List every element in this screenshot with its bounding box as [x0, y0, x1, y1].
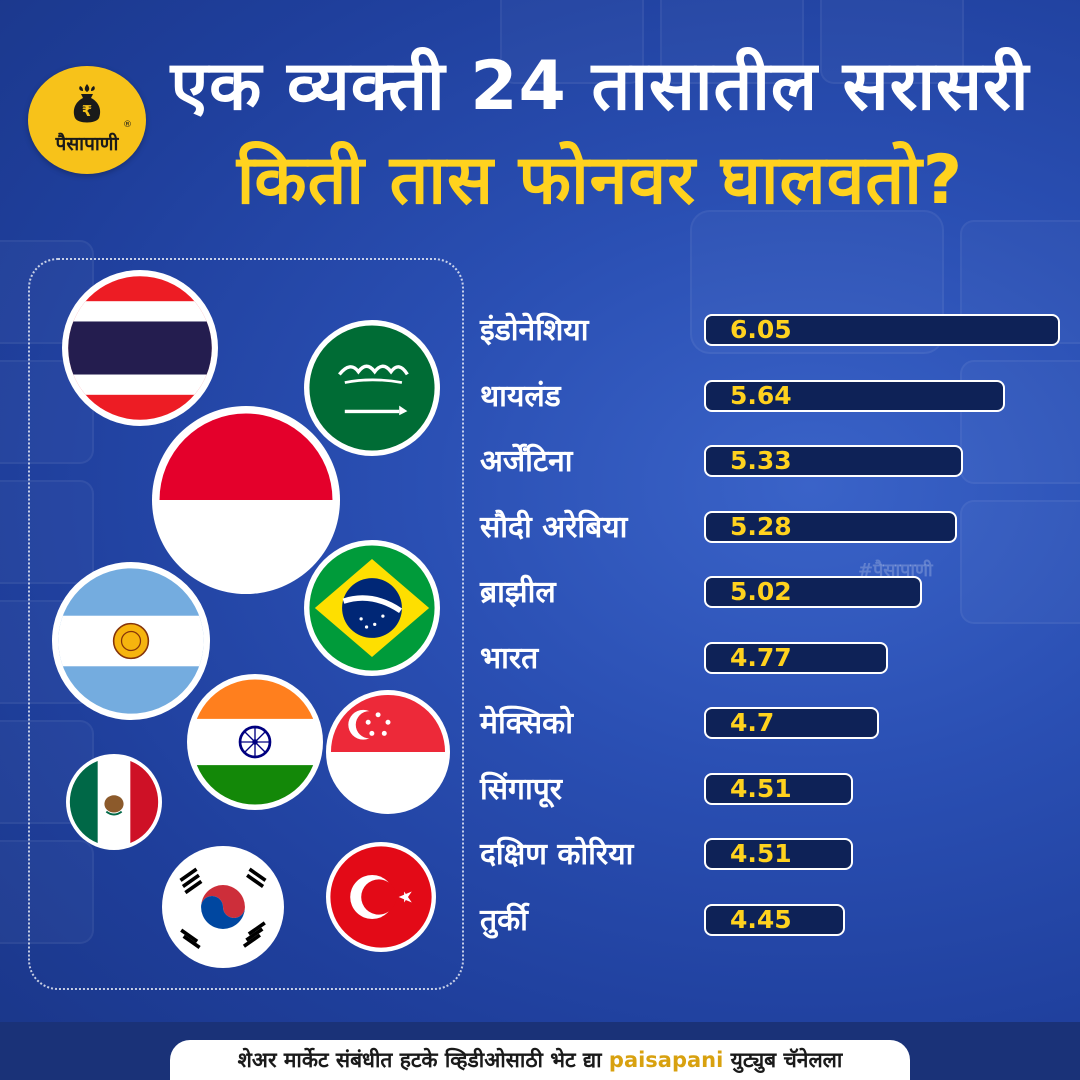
logo-text: पैसापाणी: [55, 133, 119, 155]
country-label: तुर्की: [480, 902, 528, 938]
indonesia-flag-icon: [152, 406, 340, 594]
value-label: 5.28: [730, 511, 792, 541]
money-pot-icon: ₹: [73, 84, 101, 123]
value-label: 4.45: [730, 904, 792, 934]
argentina-flag-icon: [52, 562, 210, 720]
title-line-1: एक व्यक्ती 24 तासातील सरासरी: [170, 47, 1030, 126]
bar: [704, 641, 888, 674]
saudi-arabia-flag-icon: [304, 320, 440, 456]
india-flag-icon: [187, 674, 323, 810]
bar: [704, 707, 879, 739]
country-label: इंडोनेशिया: [480, 313, 589, 348]
country-label: ब्राझील: [480, 575, 556, 610]
south-korea-flag-icon: [162, 846, 284, 968]
flags-panel: [28, 258, 464, 990]
country-label: दक्षिण कोरिया: [480, 837, 634, 872]
mexico-flag-icon: [66, 754, 162, 850]
value-label: 5.02: [730, 577, 792, 606]
paisapani-logo: ₹ पैसापाणी ®: [28, 66, 146, 174]
country-label: मेक्सिको: [480, 706, 573, 741]
footer-banner: शेअर मार्केट संबंधीत हटके व्हिडीओसाठी भे…: [170, 1040, 910, 1080]
footer-brand: paisapani: [608, 1048, 724, 1072]
country-label: अर्जेंटिना: [480, 444, 573, 479]
country-label: सौदी अरेबिया: [480, 509, 628, 545]
footer-text-before: शेअर मार्केट संबंधीत हटके व्हिडीओसाठी भे…: [237, 1048, 609, 1072]
registered-mark: ®: [123, 120, 132, 130]
value-label: 4.77: [730, 642, 792, 672]
value-label: 4.51: [730, 773, 792, 803]
value-label: 4.51: [730, 839, 792, 868]
value-label: 6.05: [730, 315, 792, 344]
bar: [704, 445, 964, 477]
watermark: #पैसापाणी: [858, 560, 933, 581]
footer-text-after: युट्युब चॅनेलला: [723, 1048, 843, 1072]
svg-text:₹: ₹: [82, 102, 92, 120]
thailand-flag-icon: [62, 270, 218, 426]
value-label: 4.7: [730, 708, 775, 737]
bar: [704, 838, 854, 870]
brazil-flag-icon: [304, 540, 440, 676]
country-label: भारत: [480, 640, 539, 676]
bar: [704, 772, 854, 805]
bar: [704, 379, 1005, 412]
bar: [704, 576, 922, 608]
value-label: 5.64: [730, 380, 792, 410]
singapore-flag-icon: [326, 690, 450, 814]
turkey-flag-icon: [326, 842, 436, 952]
bar: [704, 510, 957, 543]
country-label: थायलंड: [480, 378, 561, 414]
title-line-2: किती तास फोनवर घालवतो?: [236, 141, 964, 220]
country-label: सिंगापूर: [480, 771, 563, 807]
bar: [704, 314, 1060, 346]
bar: [704, 903, 845, 936]
value-label: 5.33: [730, 446, 792, 475]
